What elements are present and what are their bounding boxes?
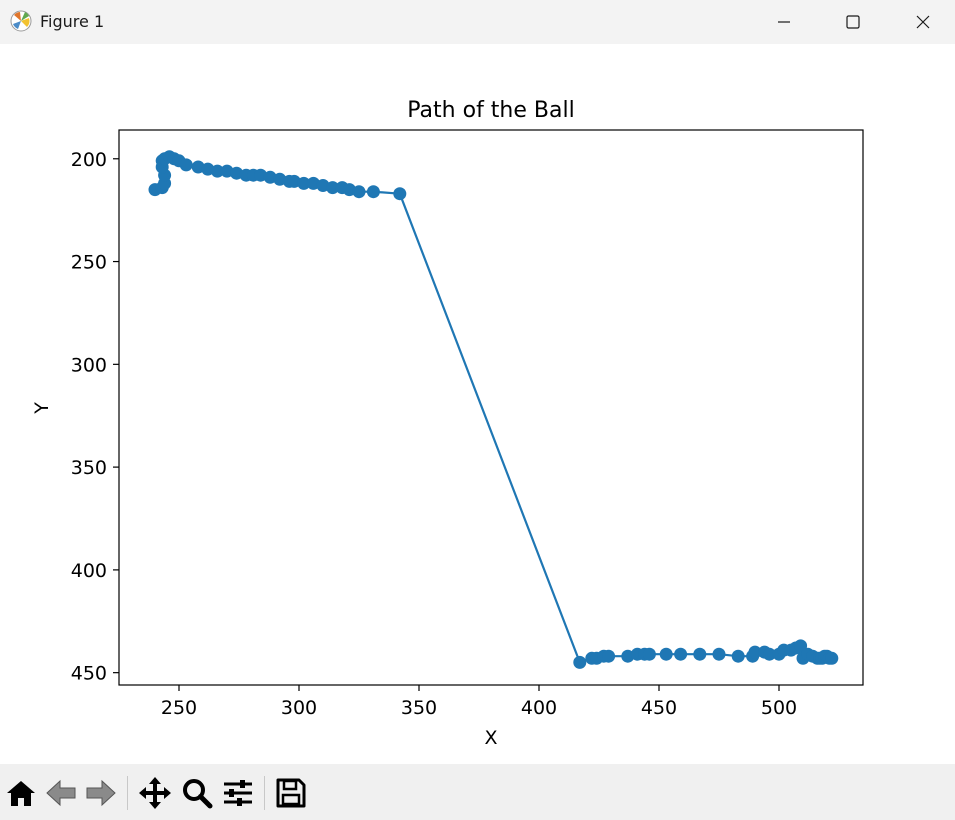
y-tick-label: 250 — [71, 252, 107, 274]
maximize-icon — [846, 15, 860, 29]
data-point — [712, 647, 726, 661]
data-point — [573, 655, 587, 669]
matplotlib-icon — [10, 10, 32, 32]
sliders-icon — [224, 780, 252, 806]
y-tick-label: 450 — [71, 663, 107, 685]
back-button[interactable] — [43, 775, 79, 811]
data-point — [762, 647, 776, 661]
x-axis-label: X — [484, 727, 497, 749]
x-tick-label: 500 — [761, 697, 797, 719]
x-tick-label: 450 — [641, 697, 677, 719]
figure-canvas[interactable]: Path of the Ball 250 300 350 400 450 500 200 25… — [0, 44, 955, 764]
toolbar-separator — [264, 776, 265, 810]
home-icon — [7, 781, 35, 806]
y-tick-label: 350 — [71, 457, 107, 479]
home-button[interactable] — [3, 775, 39, 811]
floppy-disk-icon — [276, 778, 306, 808]
data-point — [674, 647, 688, 661]
y-tick-label: 400 — [71, 560, 107, 582]
data-point — [352, 185, 366, 199]
y-axis-label: Y — [31, 402, 53, 415]
data-point — [731, 649, 745, 663]
x-tick-label: 250 — [161, 697, 197, 719]
data-point — [642, 647, 656, 661]
window-title: Figure 1 — [40, 12, 105, 31]
pan-button[interactable] — [137, 775, 173, 811]
y-tick-label: 300 — [71, 354, 107, 376]
chart: Path of the Ball 250 300 350 400 450 500 200 25… — [31, 98, 864, 749]
close-button[interactable] — [891, 0, 955, 44]
forward-arrow-icon — [86, 779, 116, 807]
data-point — [693, 647, 707, 661]
data-point — [326, 181, 340, 195]
data-point — [210, 164, 224, 178]
data-point — [659, 647, 673, 661]
minimize-button[interactable] — [752, 0, 816, 44]
magnifier-icon — [183, 779, 213, 809]
data-point — [393, 187, 407, 201]
close-icon — [916, 15, 930, 29]
minimize-icon — [778, 21, 790, 23]
data-point — [825, 651, 839, 665]
title-bar: Figure 1 — [0, 0, 955, 44]
forward-button[interactable] — [83, 775, 119, 811]
maximize-button[interactable] — [821, 0, 885, 44]
configure-subplots-button[interactable] — [220, 775, 256, 811]
data-point — [602, 649, 616, 663]
toolbar-separator — [127, 776, 128, 810]
chart-title: Path of the Ball — [407, 98, 574, 123]
y-tick-label: 200 — [71, 149, 107, 171]
plot-frame — [118, 129, 864, 686]
move-arrows-icon — [139, 777, 171, 809]
data-point — [179, 158, 193, 172]
x-tick-label: 400 — [521, 697, 557, 719]
x-tick-label: 350 — [401, 697, 437, 719]
back-arrow-icon — [46, 779, 76, 807]
data-point — [366, 185, 380, 199]
x-tick-label: 300 — [281, 697, 317, 719]
series-line — [154, 155, 832, 664]
data-point — [748, 645, 762, 659]
data-point — [297, 176, 311, 190]
save-button[interactable] — [273, 775, 309, 811]
zoom-button[interactable] — [179, 775, 215, 811]
